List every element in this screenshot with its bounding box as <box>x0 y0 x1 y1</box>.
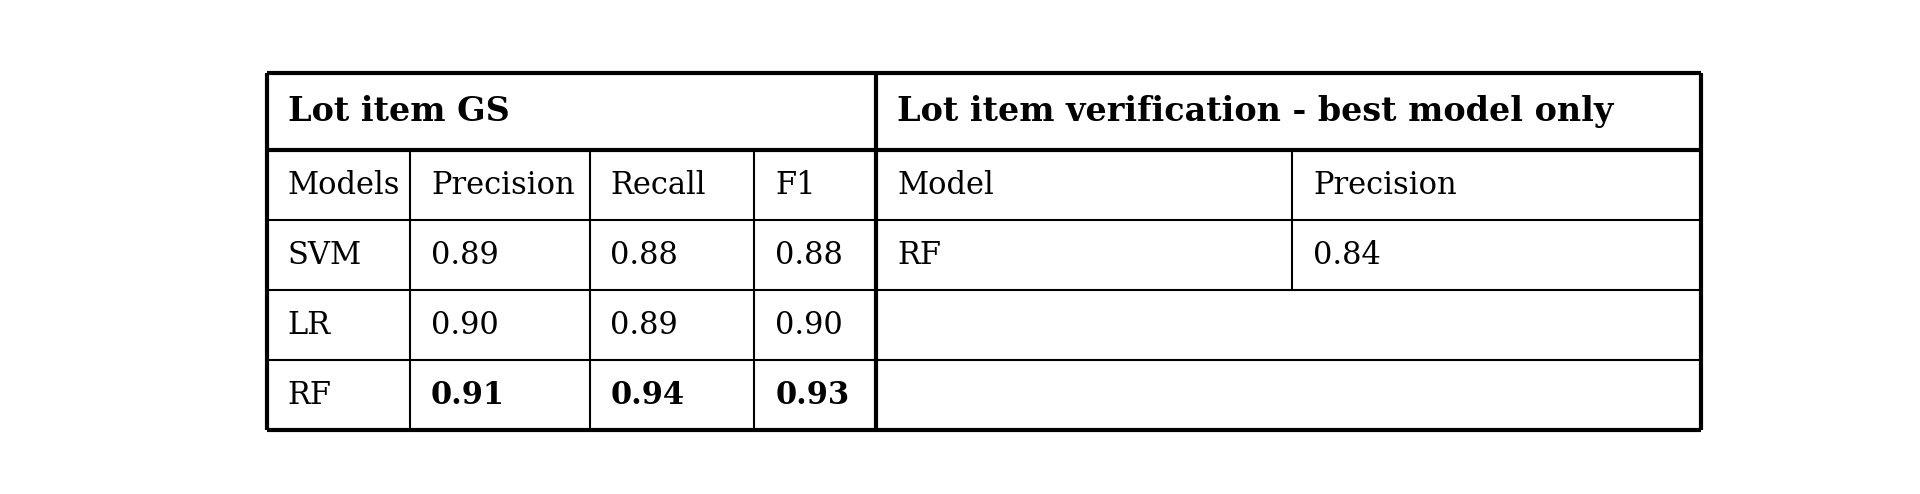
Text: 0.88: 0.88 <box>776 240 843 271</box>
Text: 0.84: 0.84 <box>1313 240 1380 271</box>
Text: LR: LR <box>288 310 330 341</box>
Text: F1: F1 <box>776 169 816 201</box>
Text: Precision: Precision <box>1313 169 1457 201</box>
Text: 0.90: 0.90 <box>776 310 843 341</box>
Text: 0.88: 0.88 <box>611 240 678 271</box>
Text: 0.90: 0.90 <box>432 310 499 341</box>
Text: Lot item verification - best model only: Lot item verification - best model only <box>897 95 1613 128</box>
Text: Recall: Recall <box>611 169 707 201</box>
Text: Precision: Precision <box>432 169 574 201</box>
Text: Model: Model <box>897 169 995 201</box>
Text: 0.91: 0.91 <box>432 380 505 411</box>
Text: 0.93: 0.93 <box>776 380 849 411</box>
Text: Models: Models <box>288 169 399 201</box>
Text: 0.89: 0.89 <box>611 310 678 341</box>
Text: RF: RF <box>288 380 332 411</box>
Text: RF: RF <box>897 240 941 271</box>
Text: Lot item GS: Lot item GS <box>288 95 509 128</box>
Text: 0.89: 0.89 <box>432 240 499 271</box>
Text: SVM: SVM <box>288 240 361 271</box>
Text: 0.94: 0.94 <box>611 380 685 411</box>
